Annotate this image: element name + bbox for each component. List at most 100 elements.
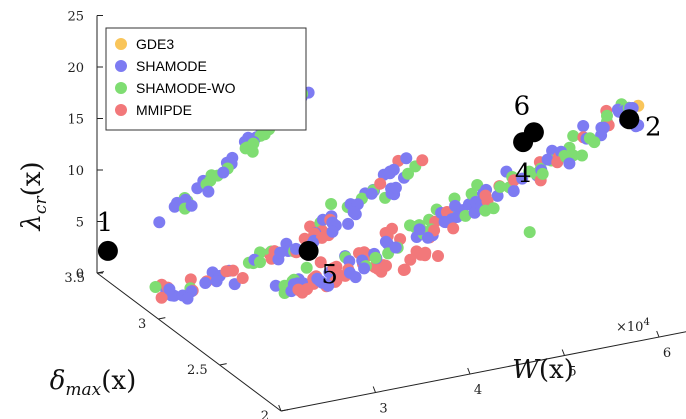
data-point-shamode-wo — [246, 145, 259, 158]
z-tick-label: 15 — [67, 113, 84, 128]
data-point-shamode — [491, 189, 504, 202]
x-tick-label: 3.5 — [64, 271, 85, 286]
data-point-shamode-wo — [149, 281, 162, 293]
legend-box — [105, 27, 307, 131]
data-point-shamode — [400, 152, 413, 165]
data-point-shamode — [358, 262, 371, 275]
z-tick-label: 25 — [67, 10, 84, 25]
data-point-shamode — [389, 181, 402, 194]
z-tick-label: 0 — [76, 267, 84, 282]
y-tick-mark — [656, 330, 660, 338]
x-tick-mark — [96, 271, 105, 274]
y-tick-mark — [561, 349, 565, 356]
legend-label-mmipde: MMIPDE — [136, 102, 192, 118]
highlight-marker-5 — [298, 240, 319, 261]
data-point-mmipde — [184, 273, 197, 286]
highlight-label-2: 2 — [645, 112, 662, 142]
z-axis-label: λcr(x) — [17, 161, 51, 231]
highlight-label-6: 6 — [514, 91, 531, 121]
legend-item-shamode: SHAMODE — [115, 58, 207, 74]
y-tick-label: 6 — [663, 346, 671, 361]
data-point-mmipde — [314, 256, 327, 269]
y-tick-label: 3 — [379, 402, 387, 417]
data-point-mmipde — [386, 222, 398, 235]
data-point-mmipde — [301, 283, 313, 296]
highlighted-solutions: 123456 — [97, 91, 662, 290]
data-point-shamode-wo — [576, 149, 588, 162]
y-tick-label: 4 — [474, 383, 482, 398]
y-tick-mark — [278, 404, 282, 412]
data-point-shamode — [191, 182, 204, 195]
data-point-shamode — [389, 241, 402, 254]
data-point-shamode — [153, 216, 166, 229]
data-point-shamode — [413, 223, 426, 236]
highlight-marker-1 — [97, 240, 118, 261]
highlight-label-4: 4 — [515, 159, 532, 189]
data-point-mmipde — [397, 264, 410, 276]
data-point-shamode — [274, 246, 287, 259]
data-point-shamode-wo — [369, 251, 382, 264]
x-tick-label: 3 — [138, 317, 146, 332]
data-point-mmipde — [292, 283, 305, 296]
legend-marker-gde3 — [115, 38, 127, 50]
data-point-shamode — [342, 217, 355, 230]
y-tick-mark — [372, 386, 376, 393]
data-point-mmipde — [236, 272, 249, 284]
z-tick-label: 20 — [67, 61, 84, 76]
x-tick-mark — [158, 317, 166, 320]
y-axis-multiplier: ×104 — [616, 317, 650, 335]
highlight-marker-6 — [523, 122, 544, 143]
legend: GDE3 SHAMODE SHAMODE-WO MMIPDE — [105, 27, 307, 131]
data-point-shamode-wo — [254, 256, 266, 269]
data-point-shamode-wo — [523, 226, 536, 239]
legend-item-mmipde: MMIPDE — [115, 102, 192, 118]
data-point-mmipde — [155, 291, 168, 304]
y-axis-label: W(x) — [512, 355, 574, 385]
legend-label-shamode: SHAMODE — [136, 58, 207, 74]
data-point-shamode — [421, 231, 434, 244]
data-point-shamode-wo — [300, 261, 313, 274]
data-point-shamode-wo — [567, 130, 580, 142]
data-point-mmipde — [416, 154, 429, 167]
data-point-shamode-wo — [494, 180, 507, 193]
y-axis-line — [280, 331, 686, 412]
data-point-mmipde — [447, 222, 460, 235]
legend-label-gde3: GDE3 — [136, 36, 174, 52]
data-point-shamode-wo — [487, 202, 500, 215]
legend-marker-mmipde — [115, 104, 127, 116]
data-point-shamode — [445, 213, 458, 226]
data-point-shamode-wo — [588, 136, 601, 149]
data-point-shamode — [199, 277, 212, 289]
x-tick-mark — [219, 363, 227, 366]
data-point-shamode — [541, 153, 554, 166]
data-point-shamode-wo — [459, 209, 472, 222]
data-point-shamode — [163, 283, 176, 296]
data-point-shamode — [577, 120, 590, 132]
data-point-shamode — [217, 166, 230, 179]
data-point-shamode — [326, 225, 339, 238]
legend-marker-shamode — [115, 60, 127, 72]
data-point-shamode — [210, 275, 223, 288]
data-point-shamode-wo — [402, 167, 414, 180]
x-tick-mark — [280, 409, 289, 412]
data-point-shamode — [269, 279, 282, 292]
data-point-shamode-wo — [471, 179, 484, 191]
data-point-shamode — [365, 187, 378, 200]
data-point-shamode — [322, 279, 335, 292]
data-point-mmipde — [432, 250, 444, 262]
data-point-mmipde — [551, 156, 564, 169]
data-point-shamode-wo — [325, 198, 338, 210]
data-point-mmipde — [380, 259, 392, 272]
data-point-shamode — [202, 185, 215, 198]
y-tick-label: 5 — [568, 365, 576, 380]
data-point-shamode-wo — [536, 167, 549, 180]
data-point-shamode — [507, 185, 520, 198]
legend-item-gde3: GDE3 — [115, 36, 174, 52]
data-point-shamode-wo — [601, 109, 613, 122]
x-axis-line — [96, 272, 282, 412]
data-point-mmipde — [374, 177, 387, 190]
data-point-shamode — [181, 292, 194, 305]
data-point-shamode — [383, 167, 396, 180]
